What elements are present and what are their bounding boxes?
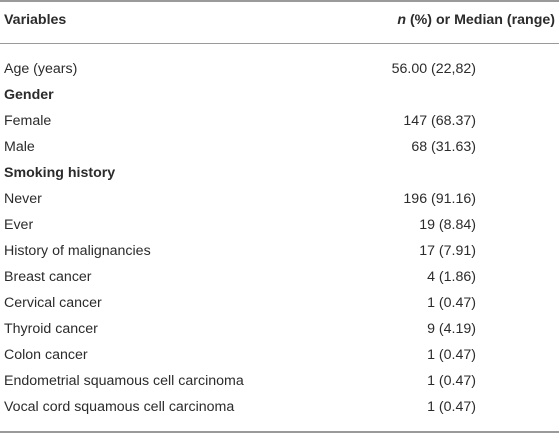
- row-value: 56.00 (22,82): [391, 61, 476, 77]
- row-label: Female: [4, 113, 52, 129]
- table-row: Vocal cord squamous cell carcinoma 1 (0.…: [0, 394, 559, 420]
- header-value-rest: (%) or Median (range): [406, 12, 555, 28]
- table-row: Thyroid cancer 9 (4.19): [0, 316, 559, 342]
- row-value: 17 (7.91): [419, 243, 476, 259]
- row-label: Endometrial squamous cell carcinoma: [4, 373, 244, 389]
- table-row: Never 196 (91.16): [0, 186, 559, 212]
- row-label: Breast cancer: [4, 269, 92, 285]
- header-variables: Variables: [4, 12, 67, 28]
- row-value: 9 (4.19): [427, 321, 476, 337]
- row-label: Male: [4, 139, 35, 155]
- row-value: 1 (0.47): [427, 399, 476, 415]
- row-label: Cervical cancer: [4, 295, 102, 311]
- table-section-row: Gender: [0, 82, 559, 108]
- row-label: Vocal cord squamous cell carcinoma: [4, 399, 235, 415]
- table-header-row: Variables n (%) or Median (range): [0, 7, 559, 33]
- table-row: Endometrial squamous cell carcinoma 1 (0…: [0, 368, 559, 394]
- row-label: Ever: [4, 217, 34, 233]
- row-value: 4 (1.86): [427, 269, 476, 285]
- header-value-n: n: [397, 12, 407, 28]
- section-label: Smoking history: [4, 165, 116, 181]
- row-value: 68 (31.63): [411, 139, 476, 155]
- table-row: Ever 19 (8.84): [0, 212, 559, 238]
- header-value: n (%) or Median (range): [397, 7, 555, 33]
- table-row: History of malignancies 17 (7.91): [0, 238, 559, 264]
- row-value: 147 (68.37): [403, 113, 476, 129]
- table-top-rule: [0, 0, 559, 2]
- row-value: 19 (8.84): [419, 217, 476, 233]
- table-row: Cervical cancer 1 (0.47): [0, 290, 559, 316]
- table-header-rule: [0, 43, 559, 44]
- table-section-row: Smoking history: [0, 160, 559, 186]
- row-label: Colon cancer: [4, 347, 88, 363]
- table-row: Female 147 (68.37): [0, 108, 559, 134]
- section-label: Gender: [4, 87, 54, 103]
- row-label: Never: [4, 191, 42, 207]
- table-bottom-rule: [0, 431, 559, 433]
- row-label: Thyroid cancer: [4, 321, 98, 337]
- table-row: Age (years) 56.00 (22,82): [0, 56, 559, 82]
- table-row: Breast cancer 4 (1.86): [0, 264, 559, 290]
- row-value: 196 (91.16): [403, 191, 476, 207]
- row-value: 1 (0.47): [427, 295, 476, 311]
- row-label: Age (years): [4, 61, 78, 77]
- row-value: 1 (0.47): [427, 347, 476, 363]
- table-row: Colon cancer 1 (0.47): [0, 342, 559, 368]
- row-value: 1 (0.47): [427, 373, 476, 389]
- row-label: History of malignancies: [4, 243, 151, 259]
- table-row: Male 68 (31.63): [0, 134, 559, 160]
